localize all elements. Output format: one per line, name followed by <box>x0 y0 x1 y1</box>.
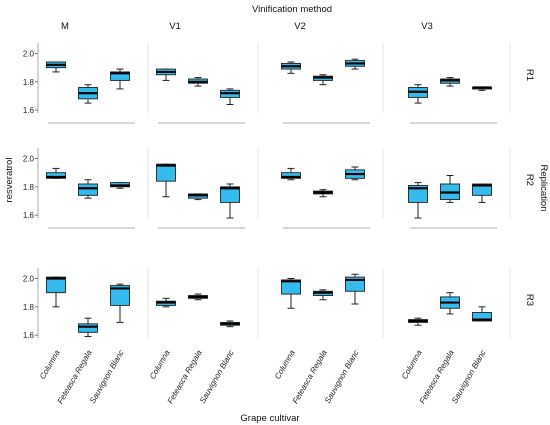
y-tick-label-r1-2-0: 2.0 <box>23 50 35 59</box>
box-r3-v2-columna <box>281 278 301 309</box>
box-r2-m-sauvignon-blanc <box>110 182 130 189</box>
panel-r2-m <box>46 148 149 229</box>
panel-r2-v3 <box>408 148 511 229</box>
category-label-v1-sauvignon-blanc: Sauvignon Blanc <box>198 349 236 406</box>
box-r3-v3-feteasca-regala <box>440 292 460 315</box>
panel-r2-v2 <box>281 148 384 229</box>
y-tick-label-r2-1-8: 1.8 <box>23 183 35 192</box>
category-label-v2-columna: Columna <box>273 348 297 381</box>
box-r2-m-feteasca-regala <box>78 179 98 199</box>
panel-r1-v2 <box>281 43 384 124</box>
row-strip-label-r2: R2 <box>524 174 535 186</box>
panel-grid: M V1 V2 V3 R1 1.6 1.8 2.0 R2 1.6 1.8 2.0 R3 1.6 1.8 2.0… <box>23 21 535 405</box>
box-r3-v3-columna <box>408 317 428 326</box>
box-r1-v1-sauvignon-blanc <box>220 88 240 105</box>
y-tick-label-r3-2-0: 2.0 <box>23 275 35 284</box>
row-strip-label-r3: R3 <box>524 294 535 306</box>
box-r3-v3-sauvignon-blanc <box>472 306 492 322</box>
iqr-box-r3-m-columna <box>46 276 66 294</box>
row-strip-label-r1: R1 <box>524 69 535 81</box>
box-r1-v3-feteasca-regala <box>440 77 460 87</box>
panel-r3-m <box>46 268 149 338</box>
category-label-v1-feteasca-regala: Feteasca Regala <box>166 348 204 405</box>
iqr-box-r2-m-feteasca-regala <box>78 183 98 196</box>
column-strip-label-v1: V1 <box>169 21 181 32</box>
box-r3-v2-sauvignon-blanc <box>345 273 365 305</box>
panel-r3-v1 <box>156 268 259 338</box>
box-r2-m-columna <box>46 167 66 179</box>
panel-r2-v1 <box>156 148 259 229</box>
box-r2-v3-sauvignon-blanc <box>472 183 492 203</box>
iqr-box-r2-v1-columna <box>156 163 176 182</box>
iqr-box-r2-v1-sauvignon-blanc <box>220 186 240 203</box>
category-label-v3-feteasca-regala: Feteasca Regala <box>418 348 456 405</box>
y-tick-label-r3-1-6: 1.6 <box>23 331 35 340</box>
box-r1-v2-sauvignon-blanc <box>345 58 365 70</box>
panel-r1-v3 <box>408 43 511 124</box>
y-tick-label-r1-1-6: 1.6 <box>23 106 35 115</box>
y-axis-label: resveratrol <box>4 158 15 203</box>
box-r2-v3-columna <box>408 182 428 219</box>
y-tick-label-r2-2-0: 2.0 <box>23 155 35 164</box>
column-strip-label-m: M <box>61 21 69 32</box>
box-r1-v1-feteasca-regala <box>188 77 208 87</box>
panel-r1-m <box>46 43 149 124</box>
box-r3-m-sauvignon-blanc <box>110 283 130 323</box>
box-r2-v2-sauvignon-blanc <box>345 166 365 181</box>
column-strip-label-v2: V2 <box>294 21 306 32</box>
x-axis-label: Grape cultivar <box>240 413 299 424</box>
box-r3-m-columna <box>46 276 66 308</box>
facet-row-axis-label: Replication <box>538 165 549 212</box>
iqr-box-r2-v3-sauvignon-blanc <box>472 183 492 196</box>
box-r2-v1-feteasca-regala <box>188 193 208 201</box>
box-r3-v1-feteasca-regala <box>188 293 208 301</box>
column-strip-label-v3: V3 <box>421 21 433 32</box>
box-r1-v3-sauvignon-blanc <box>472 86 492 91</box>
box-r2-v1-sauvignon-blanc <box>220 183 240 219</box>
box-r2-v1-columna <box>156 163 176 198</box>
box-r1-m-sauvignon-blanc <box>110 68 130 90</box>
iqr-box-r3-v3-sauvignon-blanc <box>472 312 492 322</box>
iqr-box-r3-m-sauvignon-blanc <box>110 285 130 306</box>
iqr-box-r1-m-sauvignon-blanc <box>110 71 130 81</box>
box-r2-v2-feteasca-regala <box>313 189 333 198</box>
box-r3-v2-feteasca-regala <box>313 289 333 301</box>
iqr-box-r2-v3-columna <box>408 184 428 203</box>
box-r1-v2-columna <box>281 61 301 74</box>
box-r1-v3-columna <box>408 84 428 104</box>
panel-r3-v3 <box>408 268 511 338</box>
category-label-m-feteasca-regala: Feteasca Regala <box>56 348 94 405</box>
category-label-v2-sauvignon-blanc: Sauvignon Blanc <box>323 349 361 406</box>
iqr-box-r2-v2-columna <box>281 172 301 179</box>
category-label-v2-feteasca-regala: Feteasca Regala <box>291 348 329 405</box>
category-label-v3-columna: Columna <box>400 348 424 381</box>
box-r3-m-feteasca-regala <box>78 317 98 338</box>
box-r3-v1-sauvignon-blanc <box>220 320 240 328</box>
box-r1-v1-columna <box>156 68 176 81</box>
box-r1-m-feteasca-regala <box>78 84 98 104</box>
category-label-v1-columna: Columna <box>148 348 172 381</box>
category-label-v3-sauvignon-blanc: Sauvignon Blanc <box>450 349 488 406</box>
category-label-m-sauvignon-blanc: Sauvignon Blanc <box>88 349 126 406</box>
iqr-box-r3-m-feteasca-regala <box>78 323 98 333</box>
box-r1-m-columna <box>46 61 66 73</box>
panel-r1-v1 <box>156 43 259 124</box>
y-tick-label-r1-1-8: 1.8 <box>23 78 35 87</box>
box-r1-v2-feteasca-regala <box>313 74 333 86</box>
y-tick-label-r3-1-8: 1.8 <box>23 303 35 312</box>
iqr-box-r2-m-columna <box>46 172 66 179</box>
figure-title: Vinification method <box>252 4 332 15</box>
box-r2-v3-feteasca-regala <box>440 175 460 203</box>
y-tick-label-r2-1-6: 1.6 <box>23 211 35 220</box>
box-r2-v2-columna <box>281 167 301 181</box>
category-label-m-columna: Columna <box>38 348 62 381</box>
iqr-box-r3-v2-columna <box>281 279 301 295</box>
panel-r3-v2 <box>281 268 384 338</box>
box-r3-v1-columna <box>156 297 176 308</box>
